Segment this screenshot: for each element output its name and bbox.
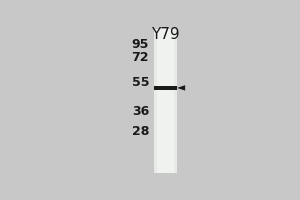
Polygon shape [177,85,185,91]
Text: 36: 36 [132,105,149,118]
Text: Y79: Y79 [151,27,180,42]
Text: 55: 55 [132,76,149,89]
Bar [154,29,177,173]
Bar [157,29,173,173]
Text: 28: 28 [132,125,149,138]
Text: 95: 95 [132,38,149,51]
Text: 72: 72 [132,51,149,64]
Bar [154,86,177,90]
